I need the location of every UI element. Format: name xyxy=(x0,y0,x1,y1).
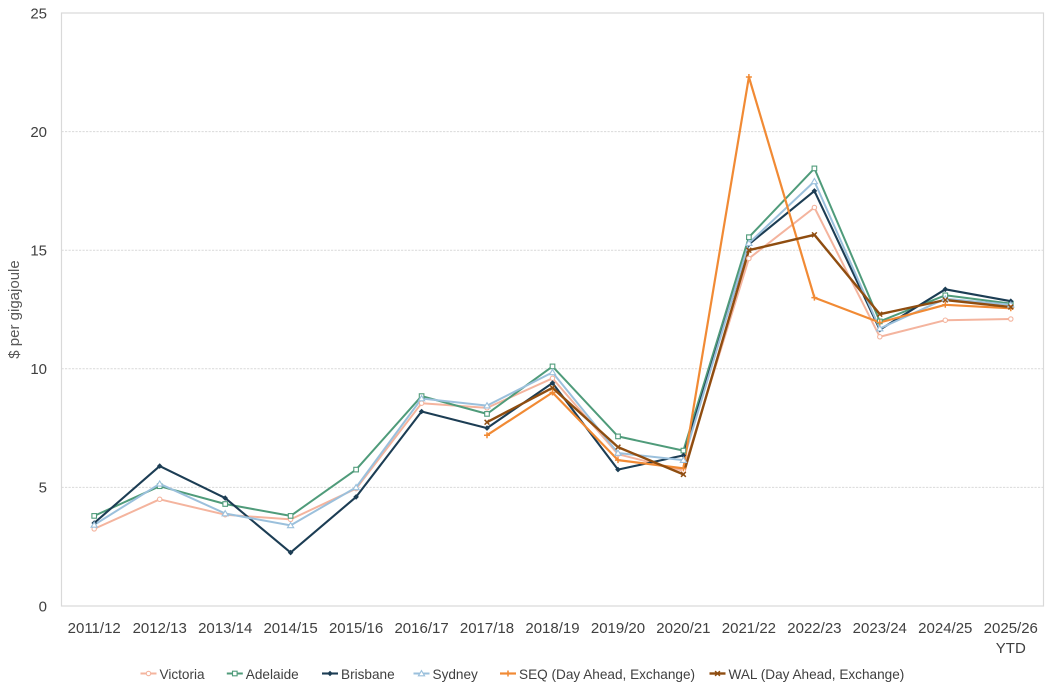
svg-text:2011/12: 2011/12 xyxy=(68,620,121,637)
svg-text:$ per gigajoule: $ per gigajoule xyxy=(6,260,23,358)
svg-text:2019/20: 2019/20 xyxy=(591,620,645,637)
svg-text:2022/23: 2022/23 xyxy=(787,620,841,637)
svg-text:2012/13: 2012/13 xyxy=(133,620,187,637)
svg-text:25: 25 xyxy=(30,5,47,22)
svg-text:Sydney: Sydney xyxy=(433,667,479,682)
svg-text:Victoria: Victoria xyxy=(160,667,206,682)
svg-text:2024/25: 2024/25 xyxy=(918,620,972,637)
svg-text:2023/24: 2023/24 xyxy=(853,620,907,637)
svg-text:2014/15: 2014/15 xyxy=(263,620,317,637)
svg-text:WAL (Day Ahead, Exchange): WAL (Day Ahead, Exchange) xyxy=(729,667,905,682)
svg-text:5: 5 xyxy=(39,480,47,497)
svg-text:10: 10 xyxy=(30,361,47,378)
svg-text:2017/18: 2017/18 xyxy=(460,620,514,637)
svg-text:2018/19: 2018/19 xyxy=(525,620,579,637)
svg-text:2021/22: 2021/22 xyxy=(722,620,776,637)
svg-text:15: 15 xyxy=(30,243,47,260)
svg-text:Adelaide: Adelaide xyxy=(246,667,299,682)
svg-text:YTD: YTD xyxy=(996,640,1026,657)
svg-text:2020/21: 2020/21 xyxy=(656,620,710,637)
svg-text:2013/14: 2013/14 xyxy=(198,620,252,637)
svg-text:20: 20 xyxy=(30,124,47,141)
svg-text:Brisbane: Brisbane xyxy=(341,667,395,682)
svg-text:2016/17: 2016/17 xyxy=(394,620,448,637)
svg-text:2015/16: 2015/16 xyxy=(329,620,383,637)
svg-text:2025/26: 2025/26 xyxy=(984,620,1038,637)
svg-text:SEQ (Day Ahead, Exchange): SEQ (Day Ahead, Exchange) xyxy=(519,667,695,682)
svg-text:0: 0 xyxy=(39,598,47,615)
